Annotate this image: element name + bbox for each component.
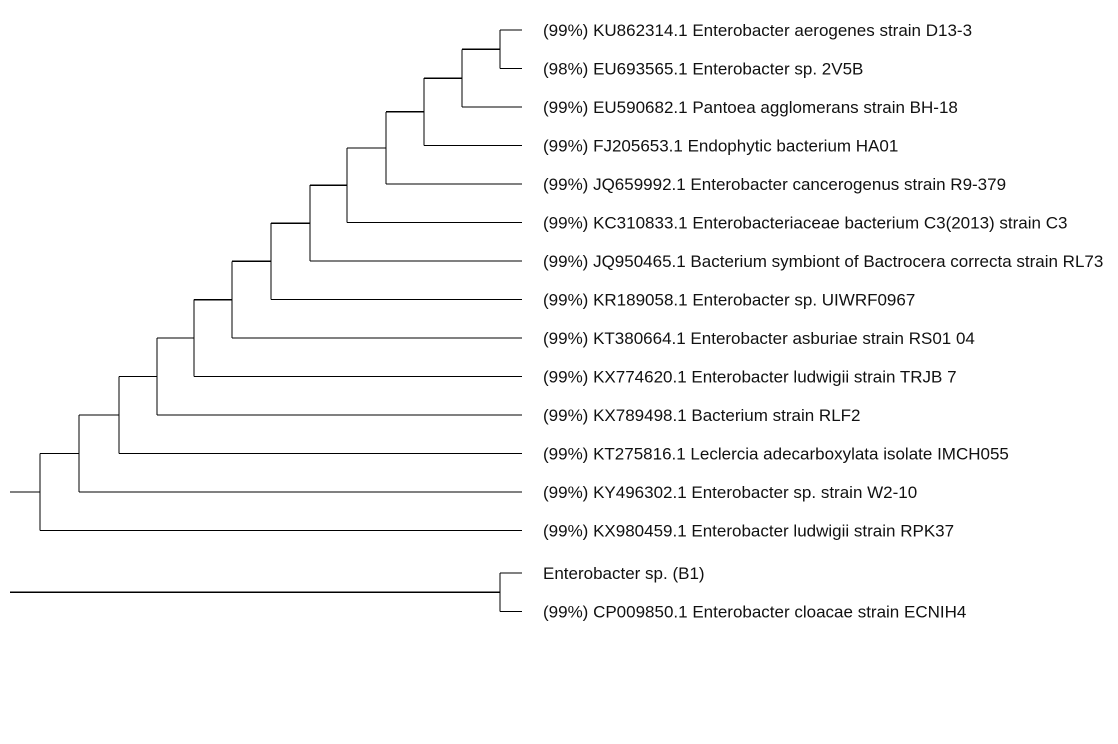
leaf-label: (99%) FJ205653.1 Endophytic bacterium HA… bbox=[543, 137, 898, 156]
leaf-label: (99%) KC310833.1 Enterobacteriaceae bact… bbox=[543, 214, 1067, 233]
tree-branches bbox=[10, 29, 522, 613]
leaf-label: (99%) KT275816.1 Leclercia adecarboxylat… bbox=[543, 445, 1009, 464]
leaf-label: (99%) JQ659992.1 Enterobacter cancerogen… bbox=[543, 175, 1006, 194]
leaf-label: (99%) KX774620.1 Enterobacter ludwigii s… bbox=[543, 368, 957, 387]
leaf-labels: (99%) KU862314.1 Enterobacter aerogenes … bbox=[543, 21, 1103, 622]
leaf-label: (99%) KU862314.1 Enterobacter aerogenes … bbox=[543, 21, 972, 40]
leaf-label: (98%) EU693565.1 Enterobacter sp. 2V5B bbox=[543, 60, 863, 79]
leaf-label: (99%) KX980459.1 Enterobacter ludwigii s… bbox=[543, 522, 954, 541]
leaf-label: (99%) CP009850.1 Enterobacter cloacae st… bbox=[543, 603, 966, 622]
leaf-label: (99%) KX789498.1 Bacterium strain RLF2 bbox=[543, 406, 861, 425]
leaf-label: Enterobacter sp. (B1) bbox=[543, 564, 705, 583]
leaf-label: (99%) KR189058.1 Enterobacter sp. UIWRF0… bbox=[543, 291, 915, 310]
leaf-label: (99%) KY496302.1 Enterobacter sp. strain… bbox=[543, 483, 917, 502]
leaf-label: (99%) KT380664.1 Enterobacter asburiae s… bbox=[543, 329, 975, 348]
leaf-label: (99%) JQ950465.1 Bacterium symbiont of B… bbox=[543, 252, 1103, 271]
leaf-label: (99%) EU590682.1 Pantoea agglomerans str… bbox=[543, 98, 958, 117]
